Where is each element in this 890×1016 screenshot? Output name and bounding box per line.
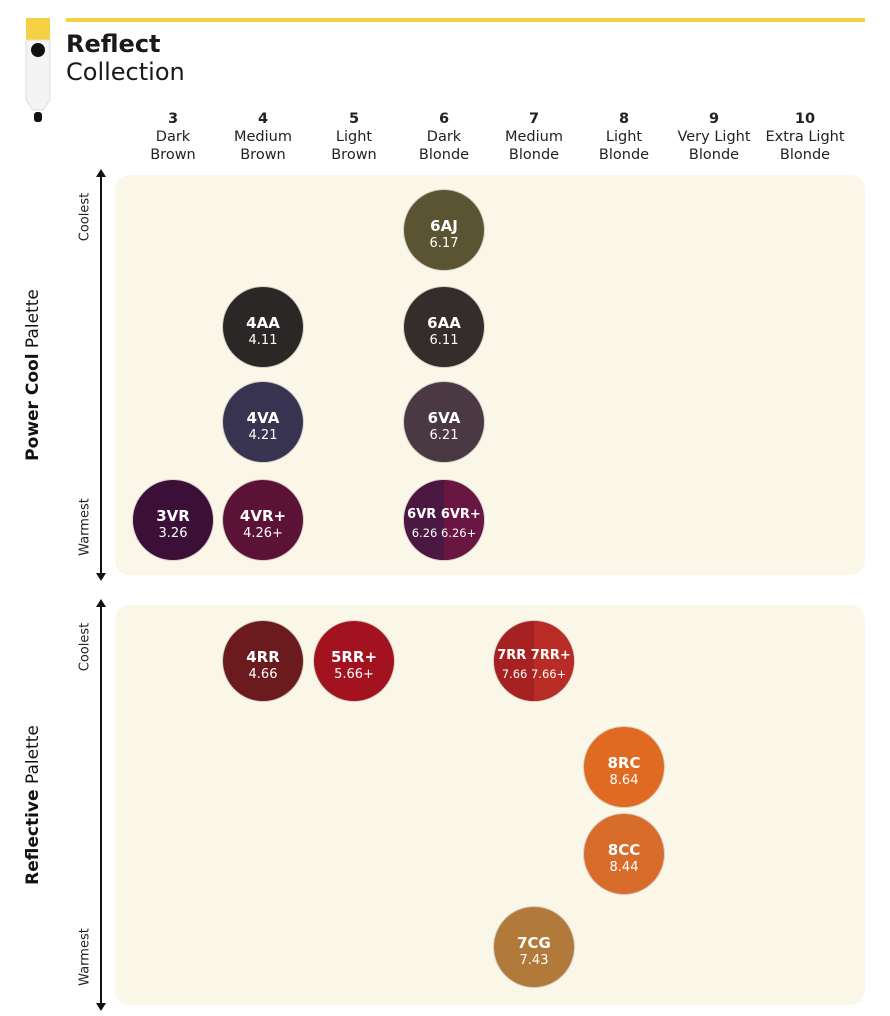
swatch-value: 7.43 bbox=[519, 953, 549, 968]
arrow-down-icon bbox=[96, 1003, 106, 1011]
column-level: 3 bbox=[167, 111, 179, 127]
color-swatch[interactable]: 6AJ 6.17 bbox=[404, 190, 484, 270]
cool-warm-axis bbox=[100, 605, 102, 1005]
column-name: Blonde bbox=[688, 147, 740, 163]
swatch-value: 4.26+ bbox=[243, 526, 283, 541]
column-name: Blonde bbox=[418, 147, 470, 163]
column-level: 8 bbox=[618, 111, 630, 127]
palette-name-rest: Palette bbox=[23, 289, 43, 354]
swatch-code: 3VR bbox=[156, 507, 190, 525]
color-swatch[interactable]: 7RR 7RR+ 7.66 7.66+ bbox=[494, 621, 574, 701]
arrow-up-icon bbox=[96, 169, 106, 177]
column-name: Brown bbox=[240, 147, 286, 163]
swatch-value: 7.66 7.66+ bbox=[501, 667, 567, 681]
palette-name-rest: Palette bbox=[23, 725, 43, 790]
column-name: Extra Light bbox=[765, 129, 845, 145]
column-level: 6 bbox=[438, 111, 450, 127]
column-name: Brown bbox=[331, 147, 377, 163]
swatch-code: 4RR bbox=[246, 648, 280, 666]
column-header-5: 5 Light Brown bbox=[308, 110, 400, 164]
color-swatch[interactable]: 4RR 4.66 bbox=[223, 621, 303, 701]
color-swatch[interactable]: 7CG 7.43 bbox=[494, 907, 574, 987]
swatch-code: 8CC bbox=[607, 841, 641, 859]
color-swatch[interactable]: 3VR 3.26 bbox=[133, 480, 213, 560]
swatch-code: 4VA bbox=[246, 409, 280, 427]
column-name: Blonde bbox=[598, 147, 650, 163]
swatch-value: 6.21 bbox=[429, 428, 459, 443]
swatch-value: 6.26 6.26+ bbox=[411, 526, 477, 540]
swatch-code: 6VA bbox=[427, 409, 461, 427]
color-swatch[interactable]: 4VR+ 4.26+ bbox=[223, 480, 303, 560]
column-name: Light bbox=[605, 129, 643, 145]
swatch-code: 4VR+ bbox=[239, 507, 287, 525]
warmest-label: Warmest bbox=[77, 498, 93, 556]
column-header-6: 6 Dark Blonde bbox=[398, 110, 490, 164]
swatch-value: 8.64 bbox=[609, 773, 639, 788]
arrow-up-icon bbox=[96, 599, 106, 607]
swatch-code: 6AA bbox=[427, 314, 461, 332]
column-name: Blonde bbox=[779, 147, 831, 163]
swatch-code: 7RR 7RR+ bbox=[497, 648, 571, 663]
column-level: 5 bbox=[348, 111, 360, 127]
swatch-value: 4.21 bbox=[248, 428, 278, 443]
swatch-code: 7CG bbox=[517, 934, 551, 952]
swatch-value: 6.11 bbox=[429, 333, 459, 348]
color-swatch[interactable]: 4AA 4.11 bbox=[223, 287, 303, 367]
warmest-label: Warmest bbox=[77, 928, 93, 986]
color-swatch[interactable]: 8CC 8.44 bbox=[584, 814, 664, 894]
product-tube-icon bbox=[25, 18, 51, 122]
header-accent-line bbox=[66, 18, 865, 22]
column-header-8: 8 Light Blonde bbox=[578, 110, 670, 164]
coolest-label: Coolest bbox=[77, 622, 93, 672]
column-name: Brown bbox=[150, 147, 196, 163]
color-swatch[interactable]: 4VA 4.21 bbox=[223, 382, 303, 462]
column-level: 10 bbox=[794, 111, 816, 127]
swatch-code: 6VR 6VR+ bbox=[407, 507, 481, 522]
column-header-4: 4 Medium Brown bbox=[217, 110, 309, 164]
swatch-code: 5RR+ bbox=[330, 648, 378, 666]
palette-label: Power Cool Palette bbox=[23, 289, 43, 461]
column-name: Dark bbox=[155, 129, 191, 145]
column-header-10: 10 Extra Light Blonde bbox=[759, 110, 851, 164]
column-name: Medium bbox=[234, 129, 292, 145]
column-header-7: 7 Medium Blonde bbox=[488, 110, 580, 164]
swatch-value: 6.17 bbox=[429, 236, 459, 251]
swatch-code: 8RC bbox=[607, 754, 641, 772]
page-subtitle: Collection bbox=[66, 58, 185, 86]
column-level: 9 bbox=[708, 111, 720, 127]
palette-name-bold: Reflective bbox=[23, 789, 43, 885]
column-name: Blonde bbox=[508, 147, 560, 163]
color-swatch[interactable]: 6VR 6VR+ 6.26 6.26+ bbox=[404, 480, 484, 560]
column-header-9: 9 Very Light Blonde bbox=[668, 110, 760, 164]
swatch-value: 4.66 bbox=[248, 667, 278, 682]
color-swatch[interactable]: 6VA 6.21 bbox=[404, 382, 484, 462]
color-swatch[interactable]: 6AA 6.11 bbox=[404, 287, 484, 367]
color-swatch[interactable]: 8RC 8.64 bbox=[584, 727, 664, 807]
column-name: Very Light bbox=[677, 129, 751, 145]
swatch-value: 5.66+ bbox=[334, 667, 374, 682]
color-swatch[interactable]: 5RR+ 5.66+ bbox=[314, 621, 394, 701]
arrow-down-icon bbox=[96, 573, 106, 581]
column-name: Medium bbox=[505, 129, 563, 145]
swatch-value: 8.44 bbox=[609, 860, 639, 875]
palette-name-bold: Power Cool bbox=[23, 353, 43, 461]
palette-label: Reflective Palette bbox=[23, 725, 43, 885]
column-name: Dark bbox=[426, 129, 462, 145]
page-title: Reflect bbox=[66, 30, 161, 58]
swatch-value: 3.26 bbox=[158, 526, 188, 541]
cool-warm-axis bbox=[100, 175, 102, 575]
column-header-3: 3 Dark Brown bbox=[127, 110, 219, 164]
swatch-code: 4AA bbox=[246, 314, 280, 332]
swatch-code: 6AJ bbox=[430, 217, 458, 235]
column-name: Light bbox=[335, 129, 373, 145]
coolest-label: Coolest bbox=[77, 192, 93, 242]
swatch-value: 4.11 bbox=[248, 333, 278, 348]
column-level: 7 bbox=[528, 111, 540, 127]
column-level: 4 bbox=[257, 111, 269, 127]
